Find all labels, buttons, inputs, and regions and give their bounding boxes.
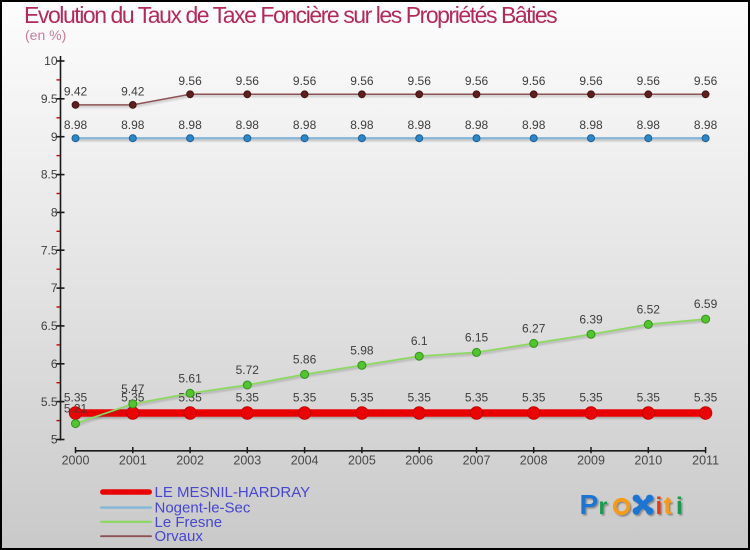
svg-text:5.61: 5.61 [178,371,202,385]
svg-text:9.56: 9.56 [236,74,260,88]
svg-text:5.35: 5.35 [350,391,374,405]
svg-text:LE MESNIL-HARDRAY: LE MESNIL-HARDRAY [155,484,311,501]
svg-text:5.35: 5.35 [293,391,317,405]
svg-text:5.98: 5.98 [350,343,374,357]
svg-text:5.35: 5.35 [64,391,88,405]
svg-text:8: 8 [51,206,58,220]
svg-text:6.59: 6.59 [694,297,718,311]
svg-text:Le Fresne: Le Fresne [155,514,223,531]
svg-text:8.98: 8.98 [293,118,317,132]
svg-text:8.98: 8.98 [465,118,489,132]
svg-text:8.98: 8.98 [522,118,546,132]
svg-text:P: P [580,489,599,520]
svg-text:5.86: 5.86 [293,352,317,366]
svg-text:Orvaux: Orvaux [155,528,204,545]
svg-text:2003: 2003 [233,454,261,468]
svg-text:i: i [676,493,683,520]
svg-text:9.56: 9.56 [694,74,718,88]
svg-text:6.39: 6.39 [579,312,603,326]
svg-text:5.35: 5.35 [236,391,260,405]
svg-text:5.21: 5.21 [64,402,88,416]
svg-text:2007: 2007 [463,454,491,468]
svg-text:9.56: 9.56 [465,74,489,88]
svg-text:8.5: 8.5 [41,168,58,182]
svg-text:5.35: 5.35 [121,391,145,405]
svg-text:i: i [656,493,663,520]
svg-text:8.98: 8.98 [64,118,88,132]
svg-text:5.35: 5.35 [579,391,603,405]
svg-text:6.27: 6.27 [522,321,546,335]
svg-text:2001: 2001 [119,454,147,468]
svg-text:6: 6 [51,357,58,371]
svg-text:9.42: 9.42 [64,85,88,99]
svg-text:5: 5 [51,433,58,447]
svg-text:2005: 2005 [348,454,376,468]
svg-text:8.98: 8.98 [637,118,661,132]
svg-text:5.35: 5.35 [408,391,432,405]
svg-text:6.1: 6.1 [411,334,428,348]
svg-text:9.5: 9.5 [41,92,58,106]
svg-text:9.56: 9.56 [522,74,546,88]
svg-text:2010: 2010 [634,454,662,468]
svg-text:5.47: 5.47 [121,382,145,396]
svg-text:8.98: 8.98 [350,118,374,132]
svg-text:8.98: 8.98 [121,118,145,132]
svg-text:9.56: 9.56 [178,74,202,88]
svg-text:9.56: 9.56 [637,74,661,88]
svg-text:9.56: 9.56 [579,74,603,88]
svg-text:7.5: 7.5 [41,243,58,257]
svg-text:9.56: 9.56 [293,74,317,88]
svg-text:8.98: 8.98 [579,118,603,132]
svg-text:2000: 2000 [62,454,90,468]
svg-text:9.56: 9.56 [408,74,432,88]
svg-text:10: 10 [44,54,58,68]
svg-text:8.98: 8.98 [178,118,202,132]
svg-text:5.5: 5.5 [41,395,58,409]
svg-text:9.42: 9.42 [121,85,145,99]
svg-text:6.52: 6.52 [637,302,661,316]
svg-text:Nogent-le-Sec: Nogent-le-Sec [155,500,251,517]
svg-text:r: r [599,493,608,519]
svg-text:8.98: 8.98 [408,118,432,132]
svg-text:5.35: 5.35 [694,391,718,405]
svg-text:7: 7 [51,281,58,295]
svg-text:9.56: 9.56 [350,74,374,88]
svg-text:2011: 2011 [692,454,719,468]
svg-text:8.98: 8.98 [694,118,718,132]
svg-text:2008: 2008 [520,454,548,468]
svg-text:2002: 2002 [176,454,204,468]
svg-text:2004: 2004 [291,454,319,468]
svg-text:5.35: 5.35 [522,391,546,405]
svg-text:2006: 2006 [405,454,433,468]
svg-text:5.72: 5.72 [236,363,260,377]
svg-text:9: 9 [51,130,58,144]
svg-text:8.98: 8.98 [236,118,260,132]
svg-text:2009: 2009 [577,454,605,468]
svg-text:5.35: 5.35 [465,391,489,405]
svg-text:t: t [664,492,673,520]
svg-text:5.35: 5.35 [637,391,661,405]
svg-text:6.5: 6.5 [41,319,58,333]
svg-text:6.15: 6.15 [465,330,489,344]
